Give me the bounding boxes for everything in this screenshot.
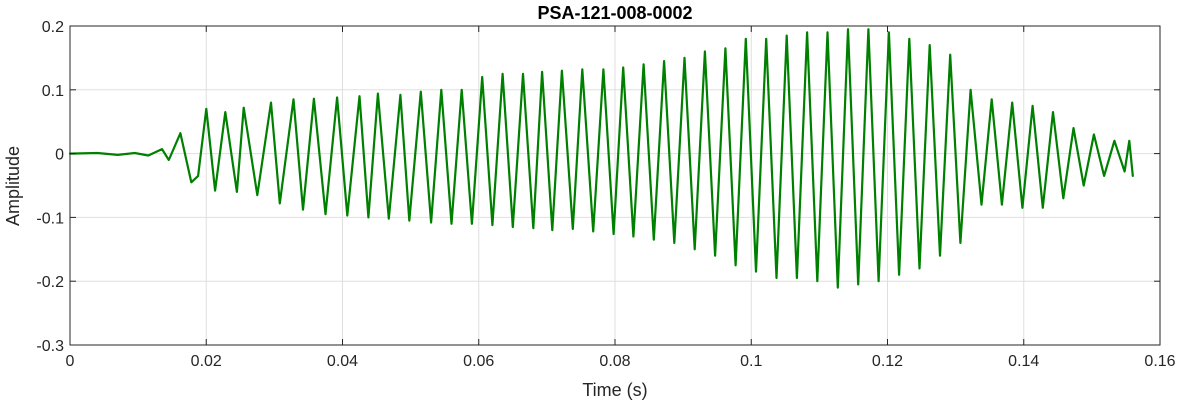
x-tick-label: 0.08 [599, 353, 630, 370]
x-tick-label: 0.04 [327, 353, 358, 370]
series-line-0 [68, 28, 1134, 289]
x-axis-label: Time (s) [582, 380, 647, 400]
x-tick-label: 0.16 [1144, 353, 1175, 370]
y-tick-label: 0 [55, 147, 64, 164]
chart-title: PSA-121-008-0002 [537, 3, 692, 23]
y-tick-label: -0.2 [36, 274, 64, 291]
x-tick-label: 0.02 [191, 353, 222, 370]
y-tick-labels: -0.3 -0.2 -0.1 0 0.1 0.2 [36, 19, 64, 355]
x-tick-label: 0.12 [872, 353, 903, 370]
y-tick-label: 0.2 [42, 19, 64, 36]
x-tick-label: 0.06 [463, 353, 494, 370]
x-tick-label: 0.14 [1008, 353, 1039, 370]
tick-marks [69, 25, 1161, 346]
x-tick-label: 0.1 [740, 353, 762, 370]
y-axis-label: Amplitude [3, 146, 23, 226]
series-group [68, 28, 1134, 289]
y-tick-label: -0.1 [36, 210, 64, 227]
x-tick-labels: 0 0.02 0.04 0.06 0.08 0.1 0.12 0.14 0.16 [66, 353, 1176, 370]
y-tick-label: 0.1 [42, 83, 64, 100]
x-tick-label: 0 [66, 353, 75, 370]
y-tick-label: -0.3 [36, 338, 64, 355]
